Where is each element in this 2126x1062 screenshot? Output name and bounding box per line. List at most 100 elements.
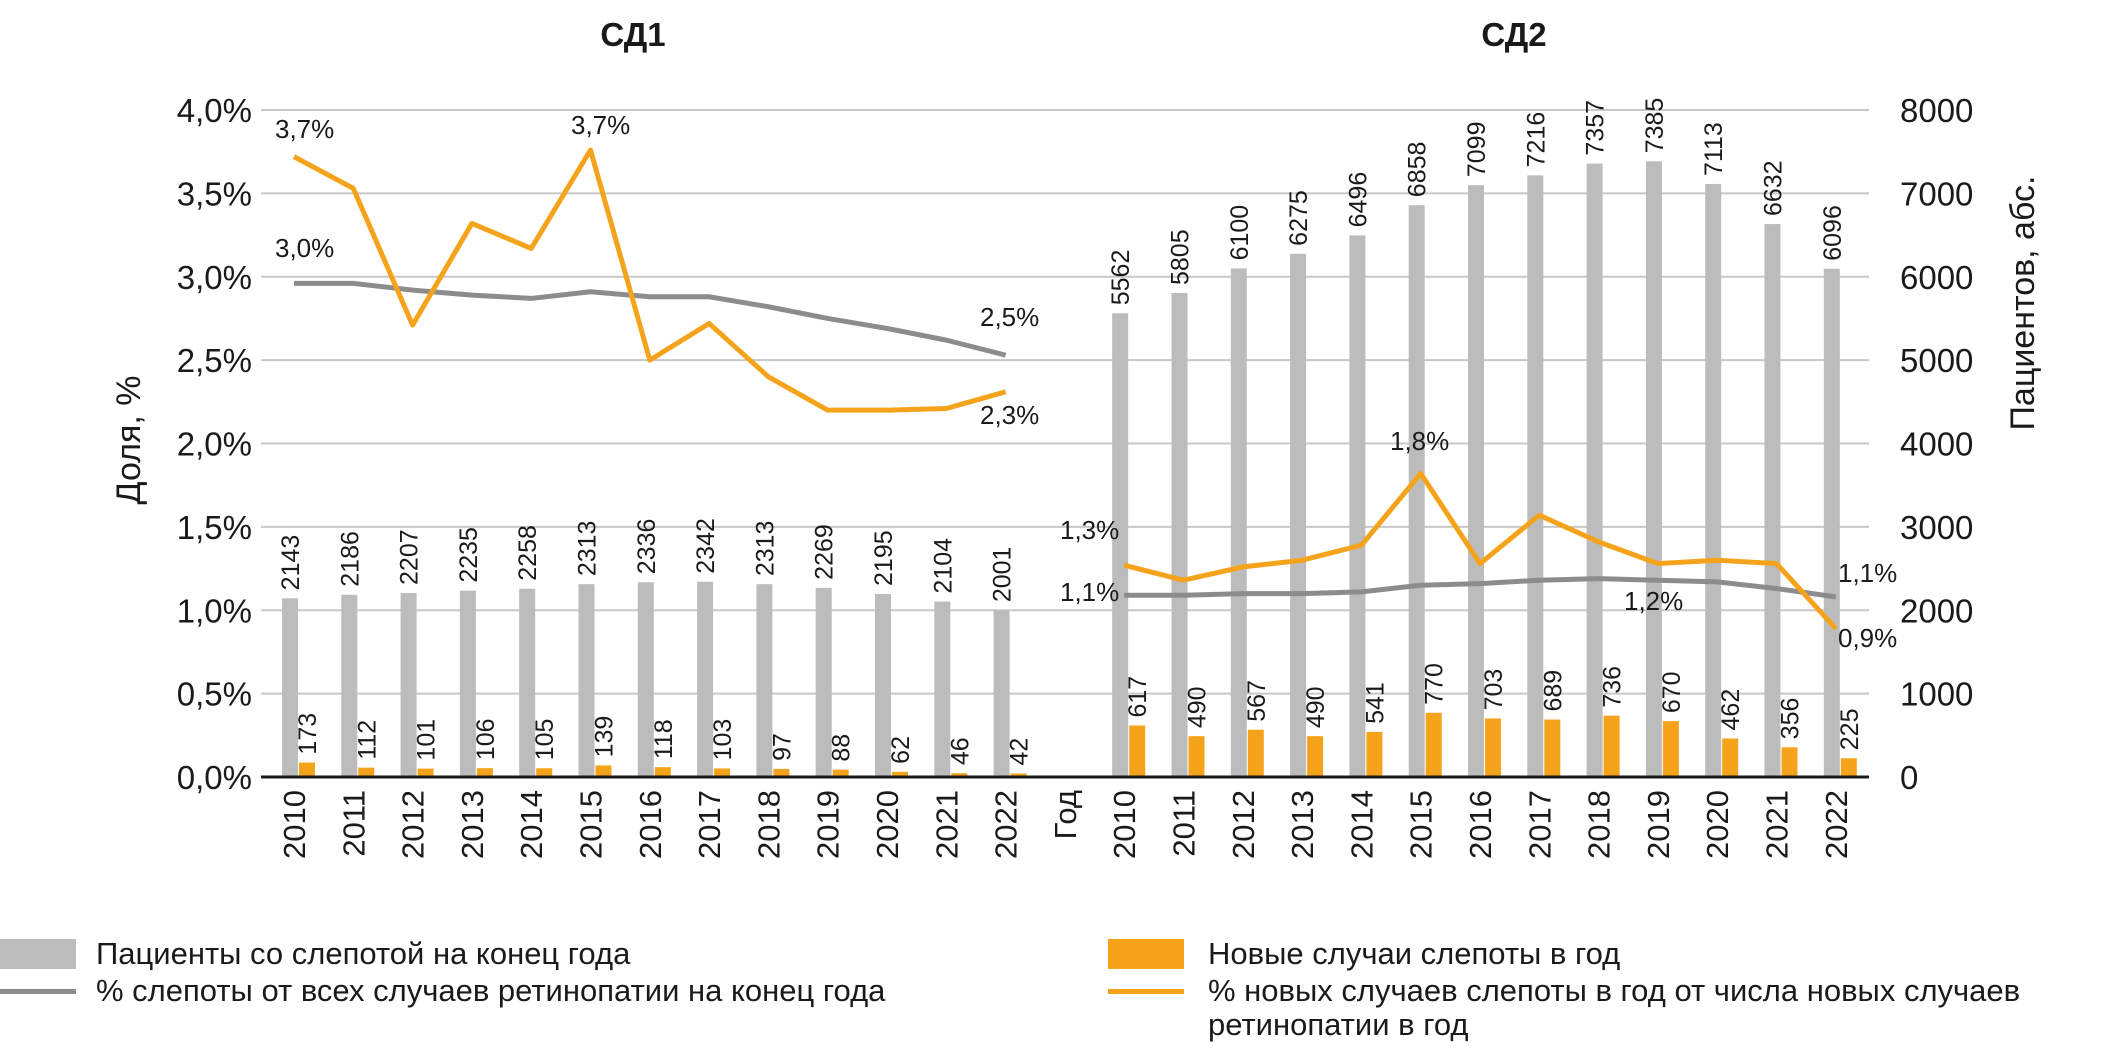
bar-label-patients: 2186 <box>336 531 364 587</box>
bar-patients <box>1527 175 1544 778</box>
y-tick-left: 3,5% <box>177 175 252 212</box>
point-label-gray: 2,5% <box>980 302 1039 332</box>
bar-patients <box>1705 183 1722 778</box>
y-tick-left: 2,5% <box>177 342 252 379</box>
line-pct-new <box>1123 471 1838 631</box>
bar-label-new-cases: 225 <box>1836 709 1864 751</box>
bar-patients <box>1823 268 1840 777</box>
bar-label-new-cases: 112 <box>353 720 381 760</box>
bar-label-patients: 2336 <box>633 519 661 575</box>
bar-patients <box>1645 161 1662 777</box>
y-tick-left: 1,5% <box>177 509 252 546</box>
x-tick-year: 2018 <box>1582 790 1617 859</box>
bar-label-new-cases: 670 <box>1658 671 1686 713</box>
bar-label-patients: 6632 <box>1760 160 1788 216</box>
x-tick-year: 2014 <box>514 790 549 859</box>
bar-new-cases <box>1307 736 1324 777</box>
bar-label-new-cases: 541 <box>1361 682 1389 724</box>
bar-new-cases <box>1603 715 1620 777</box>
x-tick-year: 2019 <box>811 790 846 859</box>
bar-label-patients: 6858 <box>1404 142 1432 198</box>
bar-label-new-cases: 118 <box>650 719 678 759</box>
bar-label-patients: 6496 <box>1344 172 1372 228</box>
line-pct-blind <box>294 280 1007 358</box>
bar-new-cases <box>714 768 731 777</box>
bar-label-patients: 2342 <box>692 518 720 574</box>
y-tick-left: 3,0% <box>177 259 252 296</box>
bar-patients <box>756 584 773 777</box>
x-tick-year: 2015 <box>1404 790 1439 859</box>
panel-title: СД2 <box>1481 16 1546 53</box>
y-tick-left: 2,0% <box>177 426 252 463</box>
bar-new-cases <box>358 767 375 777</box>
x-tick-year: 2021 <box>1760 790 1795 859</box>
point-label-orange: 2,3% <box>980 400 1039 430</box>
bar-label-patients: 2313 <box>574 521 602 577</box>
legend-label-pct-blind: % слепоты от всех случаев ретинопатии на… <box>96 973 886 1008</box>
legend-label-pct-new: % новых случаев слепоты в год от числа н… <box>1208 973 2021 1042</box>
point-label-orange: 1,3% <box>1060 515 1119 545</box>
line-pct-new <box>292 147 1007 413</box>
bar-new-cases <box>1425 712 1442 777</box>
bar-patients <box>459 590 476 777</box>
bar-label-patients: 2235 <box>455 527 483 583</box>
y-tick-right: 1000 <box>1900 676 1973 713</box>
bar-label-new-cases: 617 <box>1124 676 1152 718</box>
bar-label-new-cases: 105 <box>531 719 559 761</box>
bar-label-new-cases: 490 <box>1184 686 1212 728</box>
x-tick-year: 2018 <box>751 790 786 859</box>
bar-new-cases <box>1781 747 1798 777</box>
bar-new-cases <box>417 768 434 777</box>
bar-label-patients: 6275 <box>1285 190 1313 246</box>
x-tick-year: 2010 <box>277 790 312 859</box>
bar-new-cases <box>299 762 315 777</box>
point-label-gray: 3,0% <box>275 233 334 263</box>
bar-label-new-cases: 139 <box>591 716 619 758</box>
bar-label-patients: 2269 <box>811 524 839 580</box>
bar-patients <box>519 588 536 777</box>
x-axis-gap-label: Год <box>1048 790 1083 839</box>
bar-label-patients: 5805 <box>1167 229 1195 285</box>
bar-patients <box>875 593 891 777</box>
panel-title: СД1 <box>600 16 665 53</box>
bar-new-cases <box>1544 719 1561 777</box>
bar-patients <box>697 581 714 777</box>
x-tick-year: 2019 <box>1641 790 1676 859</box>
x-tick-year: 2020 <box>1700 790 1735 859</box>
x-tick-year: 2020 <box>870 790 905 859</box>
bar-label-patients: 2313 <box>751 521 779 577</box>
x-tick-year: 2011 <box>336 790 371 857</box>
bar-patients <box>815 587 832 777</box>
y-axis-label-left: Доля, % <box>110 376 148 505</box>
bar-new-cases <box>1129 725 1146 777</box>
y-tick-left: 0,0% <box>177 759 252 796</box>
y-tick-left: 0,5% <box>177 676 252 713</box>
x-tick-year: 2010 <box>1107 790 1142 859</box>
bar-label-new-cases: 490 <box>1302 686 1330 728</box>
bar-patients <box>934 601 951 777</box>
bar-label-new-cases: 770 <box>1421 663 1449 705</box>
bar-label-patients: 7113 <box>1700 122 1728 176</box>
bar-patients <box>993 610 1010 777</box>
bar-patients <box>637 582 654 777</box>
bar-new-cases <box>1010 773 1027 777</box>
x-tick-year: 2011 <box>1167 790 1202 857</box>
x-tick-year: 2014 <box>1344 790 1379 859</box>
bar-label-patients: 5562 <box>1107 250 1135 306</box>
bar-label-patients: 6096 <box>1819 205 1847 261</box>
y-tick-right: 4000 <box>1900 426 1973 463</box>
bar-label-patients: 6100 <box>1226 205 1254 261</box>
y-tick-right: 2000 <box>1900 592 1973 629</box>
bar-label-new-cases: 42 <box>1006 738 1034 766</box>
bar-patients <box>282 598 298 777</box>
bar-label-patients: 2001 <box>989 547 1017 603</box>
bar-label-patients: 2143 <box>277 535 305 591</box>
x-tick-year: 2017 <box>692 790 727 859</box>
bar-patients <box>1230 268 1247 777</box>
x-tick-year: 2021 <box>929 790 964 859</box>
y-tick-right: 5000 <box>1900 342 1973 379</box>
y-tick-left: 4,0% <box>177 92 252 129</box>
legend-swatch-pct-new <box>1108 989 1184 994</box>
bar-new-cases <box>595 765 612 777</box>
